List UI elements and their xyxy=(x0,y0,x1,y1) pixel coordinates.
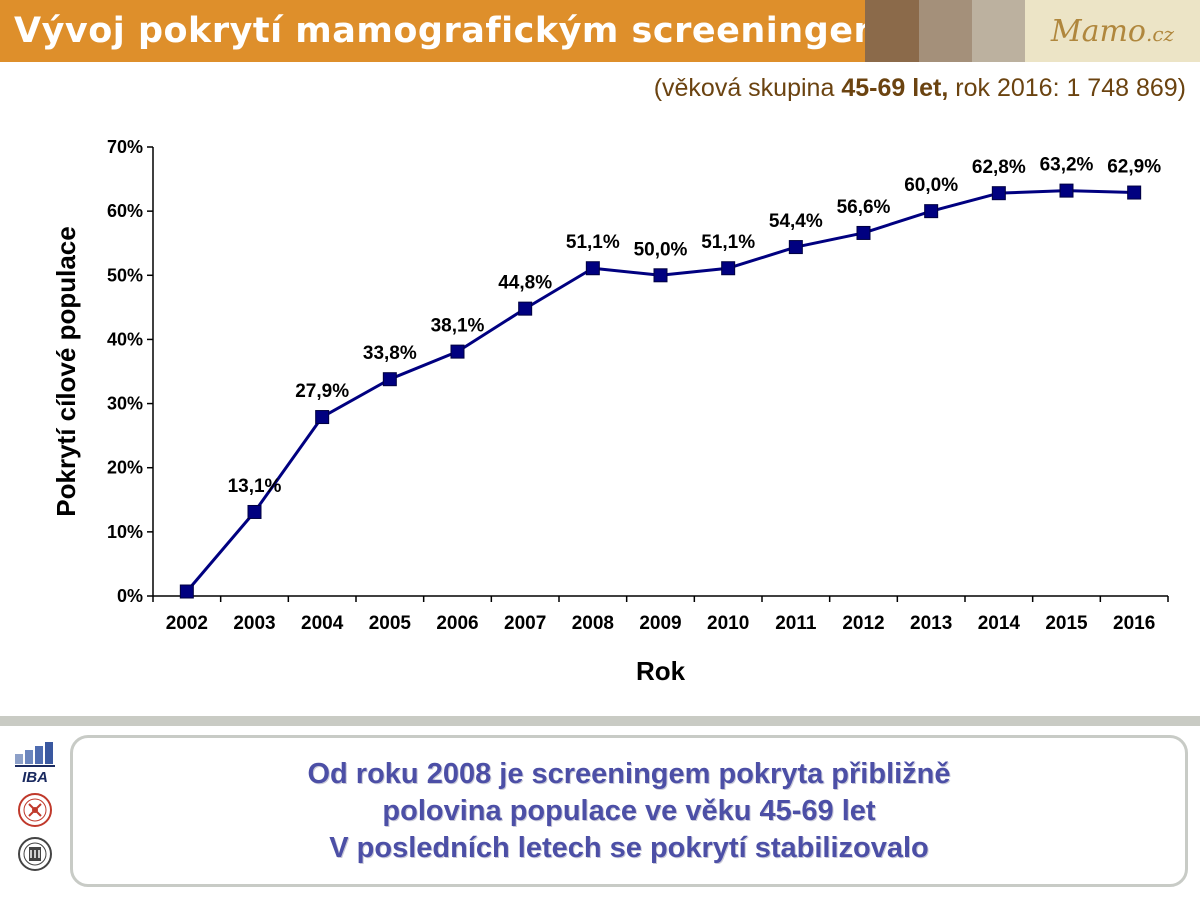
header-swatch-2 xyxy=(919,0,972,62)
data-point xyxy=(991,186,1006,201)
data-point xyxy=(788,240,803,255)
data-label: 54,4% xyxy=(769,211,823,232)
x-tick-label: 2005 xyxy=(369,613,412,634)
title-box: Vývoj pokrytí mamografickým screeningem xyxy=(0,0,890,62)
x-tick-label: 2007 xyxy=(504,613,546,634)
data-point xyxy=(924,204,939,219)
data-point xyxy=(518,301,533,316)
x-tick-label: 2012 xyxy=(842,613,884,634)
message-line-1: Od roku 2008 je screeningem pokryta přib… xyxy=(307,757,951,790)
data-label: 33,8% xyxy=(363,343,417,364)
svg-text:IBA: IBA xyxy=(22,769,48,784)
data-label: 62,8% xyxy=(972,157,1026,178)
data-label: 56,6% xyxy=(837,197,891,218)
iba-logo: IBA xyxy=(15,742,55,784)
y-tick-label: 30% xyxy=(107,394,143,414)
x-tick-label: 2002 xyxy=(166,613,208,634)
x-axis: 2002 2003 2004 2005 2006 2007 2008 2009 2010 2011… xyxy=(152,595,1169,634)
y-tick-label: 60% xyxy=(107,201,143,221)
data-point xyxy=(721,261,736,276)
institution-logos: IBA xyxy=(12,742,58,872)
x-tick-label: 2004 xyxy=(301,613,344,634)
data-label: 62,9% xyxy=(1107,157,1161,178)
data-point xyxy=(315,410,330,425)
series-coverage xyxy=(179,183,1142,599)
x-tick-label: 2016 xyxy=(1113,613,1155,634)
header-swatch-3 xyxy=(972,0,1025,62)
data-point xyxy=(382,372,397,387)
data-point xyxy=(179,584,194,599)
x-tick-label: 2009 xyxy=(639,613,681,634)
x-axis-title: Rok xyxy=(636,656,686,686)
y-tick-label: 20% xyxy=(107,458,143,478)
university-seal-icon xyxy=(18,837,52,871)
data-point xyxy=(653,268,668,283)
x-tick-label: 2008 xyxy=(572,613,614,634)
data-label: 51,1% xyxy=(566,232,620,253)
header-swatch-1 xyxy=(865,0,919,62)
y-axis-title: Pokrytí cílové populace xyxy=(51,226,81,516)
data-label: 27,9% xyxy=(295,381,349,402)
header-bar: Vývoj pokrytí mamografickým screeningem … xyxy=(0,0,1200,62)
y-tick-label: 70% xyxy=(107,137,143,157)
x-tick-label: 2011 xyxy=(775,613,817,634)
data-label: 51,1% xyxy=(701,232,755,253)
y-tick-label: 0% xyxy=(117,586,143,606)
data-label: 38,1% xyxy=(431,316,485,337)
data-label: 60,0% xyxy=(904,175,958,196)
key-message-box: Od roku 2008 je screeningem pokryta přib… xyxy=(70,735,1188,887)
x-tick-label: 2015 xyxy=(1045,613,1088,634)
chart-subtitle: (věková skupina 45-69 let, rok 2016: 1 7… xyxy=(653,74,1186,102)
data-label: 44,8% xyxy=(498,273,552,294)
message-line-2: polovina populace ve věku 45-69 let xyxy=(382,794,876,827)
data-point xyxy=(1059,183,1074,198)
page-title: Vývoj pokrytí mamografickým screeningem xyxy=(14,11,891,51)
data-labels: 13,1% 27,9% 33,8% 38,1% 44,8% 51,1% 50,0% 51,1%… xyxy=(228,155,1162,497)
y-tick-label: 50% xyxy=(107,265,143,285)
y-tick-label: 10% xyxy=(107,522,143,542)
medical-faculty-seal-icon xyxy=(18,793,52,827)
data-label: 13,1% xyxy=(228,476,282,497)
data-point xyxy=(450,344,465,359)
mamo-logo-text: Mamo.cz xyxy=(1050,13,1175,49)
x-tick-label: 2003 xyxy=(233,613,275,634)
x-tick-label: 2006 xyxy=(436,613,478,634)
x-tick-label: 2014 xyxy=(978,613,1021,634)
data-label: 50,0% xyxy=(634,239,688,260)
x-tick-label: 2010 xyxy=(707,613,749,634)
data-point xyxy=(1127,185,1142,200)
data-point xyxy=(247,504,262,519)
coverage-line-chart: 0% 10% 20% 30% 40% 50% 60% 70% 2002 2003 2004 2005… xyxy=(51,137,1169,686)
data-point xyxy=(856,225,871,240)
data-label: 63,2% xyxy=(1040,155,1094,176)
data-point xyxy=(585,261,600,276)
y-axis: 0% 10% 20% 30% 40% 50% 60% 70% xyxy=(107,137,154,606)
x-tick-label: 2013 xyxy=(910,613,952,634)
message-line-3: V posledních letech se pokrytí stabilizo… xyxy=(329,831,929,864)
mamo-logo: Mamo.cz xyxy=(1025,0,1200,62)
y-tick-label: 40% xyxy=(107,329,143,349)
